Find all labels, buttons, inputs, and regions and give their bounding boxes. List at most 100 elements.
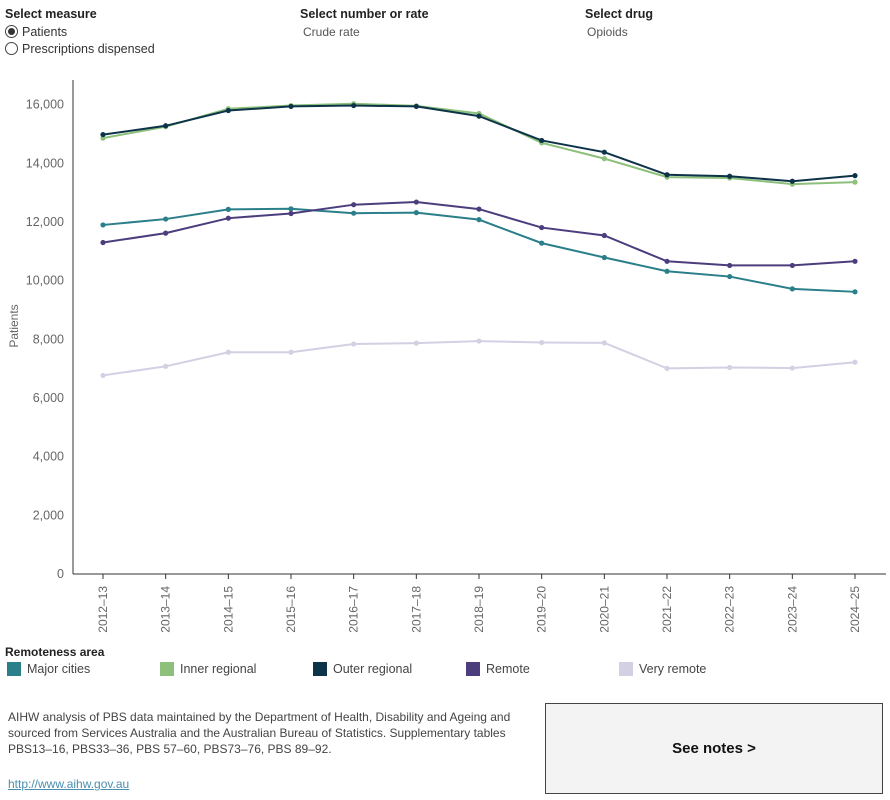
legend-label: Remote — [486, 662, 530, 676]
data-point — [476, 206, 482, 212]
data-point — [539, 224, 545, 231]
y-tick-label: 6,000 — [33, 391, 64, 405]
series-line — [102, 340, 856, 377]
data-point — [351, 102, 357, 109]
x-tick-label: 2023–24 — [785, 586, 799, 633]
radio-label-patients: Patients — [22, 24, 68, 39]
legend-item-very-remote[interactable]: Very remote — [619, 662, 706, 676]
legend-item-inner-regional[interactable]: Inner regional — [160, 662, 256, 676]
see-notes-button[interactable]: See notes > — [545, 703, 883, 794]
data-point — [100, 239, 106, 246]
y-tick-label: 12,000 — [26, 215, 64, 229]
y-tick-label: 10,000 — [26, 274, 64, 288]
data-point — [539, 240, 545, 246]
data-point — [413, 103, 419, 110]
y-tick-label: 16,000 — [26, 98, 64, 112]
data-point — [789, 262, 795, 269]
x-tick-label: 2024–25 — [848, 586, 862, 633]
data-point — [163, 216, 169, 222]
data-point — [601, 232, 607, 239]
x-tick-label: 2017–18 — [409, 586, 423, 633]
legend-item-major-cities[interactable]: Major cities — [7, 662, 90, 676]
data-point — [413, 340, 419, 346]
data-point — [476, 338, 482, 344]
data-point — [288, 103, 294, 110]
data-point — [789, 286, 795, 292]
data-point — [601, 340, 607, 346]
data-point — [852, 359, 858, 365]
number-rate-control[interactable]: Select number or rate Crude rate — [300, 7, 429, 39]
data-point — [476, 217, 482, 223]
legend-label: Very remote — [639, 662, 707, 676]
data-point — [225, 206, 231, 212]
data-point — [727, 173, 733, 179]
radio-selected-icon[interactable] — [5, 25, 18, 38]
data-point — [664, 258, 670, 264]
legend-label: Major cities — [27, 662, 91, 676]
data-point — [664, 172, 670, 178]
y-tick-label: 0 — [57, 567, 64, 581]
line-chart: 0 2,000 4,000 6,000 8,000 10,000 12,000 14,000 1… — [7, 80, 886, 633]
data-point — [413, 199, 419, 205]
x-tick-label: 2021–22 — [660, 586, 674, 633]
data-point — [476, 113, 482, 119]
data-point — [288, 206, 294, 212]
data-point — [225, 215, 231, 221]
measure-title: Select measure — [5, 7, 97, 21]
legend-swatch — [619, 662, 633, 676]
x-tick-label: 2018–19 — [472, 586, 486, 633]
y-tick-label: 8,000 — [33, 332, 64, 346]
data-point — [163, 230, 169, 236]
data-point — [100, 222, 106, 228]
data-point — [601, 254, 607, 261]
x-tick-label: 2012–13 — [96, 586, 110, 633]
y-tick-label: 4,000 — [33, 450, 64, 464]
radio-patients[interactable]: Patients — [5, 23, 155, 40]
data-point — [601, 149, 607, 155]
data-point — [852, 173, 858, 179]
data-point — [727, 262, 733, 269]
x-tick-label: 2019–20 — [535, 586, 549, 633]
data-point — [664, 365, 670, 371]
data-point — [727, 273, 733, 280]
legend-swatch — [160, 662, 174, 676]
data-point — [539, 137, 545, 144]
source-note: AIHW analysis of PBS data maintained by … — [8, 710, 511, 756]
radio-prescriptions[interactable]: Prescriptions dispensed — [5, 40, 155, 57]
data-point — [852, 258, 858, 264]
data-point — [601, 156, 607, 162]
measure-control: Select measure Patients Prescriptions di… — [5, 7, 155, 57]
x-tick-label: 2014–15 — [221, 586, 235, 633]
data-point — [100, 372, 106, 379]
number-rate-title: Select number or rate — [300, 7, 429, 21]
aihw-link[interactable]: http://www.aihw.gov.au — [8, 777, 130, 791]
data-point — [351, 341, 357, 347]
legend-label: Outer regional — [333, 662, 413, 676]
drug-control[interactable]: Select drug Opioids — [585, 7, 653, 39]
x-tick-label: 2015–16 — [284, 586, 298, 633]
drug-value[interactable]: Opioids — [587, 25, 628, 39]
x-tick-label: 2022–23 — [723, 586, 737, 633]
data-point — [539, 339, 545, 346]
radio-label-prescriptions: Prescriptions dispensed — [22, 41, 155, 56]
legend-item-remote[interactable]: Remote — [466, 662, 530, 676]
data-point — [789, 365, 795, 371]
data-point — [288, 349, 294, 355]
data-point — [413, 210, 419, 216]
data-point — [789, 178, 795, 184]
data-point — [163, 123, 169, 129]
data-point — [664, 268, 670, 274]
radio-unselected-icon[interactable] — [5, 42, 18, 55]
legend-swatch — [466, 662, 480, 676]
legend-swatch — [7, 662, 21, 676]
data-point — [351, 202, 357, 208]
x-tick-label: 2016–17 — [347, 586, 361, 633]
x-tick-label: 2013–14 — [159, 586, 173, 633]
x-tick-label: 2020–21 — [597, 586, 611, 633]
legend-title: Remoteness area — [5, 645, 105, 659]
number-rate-value[interactable]: Crude rate — [303, 25, 360, 39]
data-point — [163, 363, 169, 369]
y-axis-label: Patients — [7, 304, 21, 347]
data-point — [727, 364, 733, 371]
legend-item-outer-regional[interactable]: Outer regional — [313, 662, 412, 676]
